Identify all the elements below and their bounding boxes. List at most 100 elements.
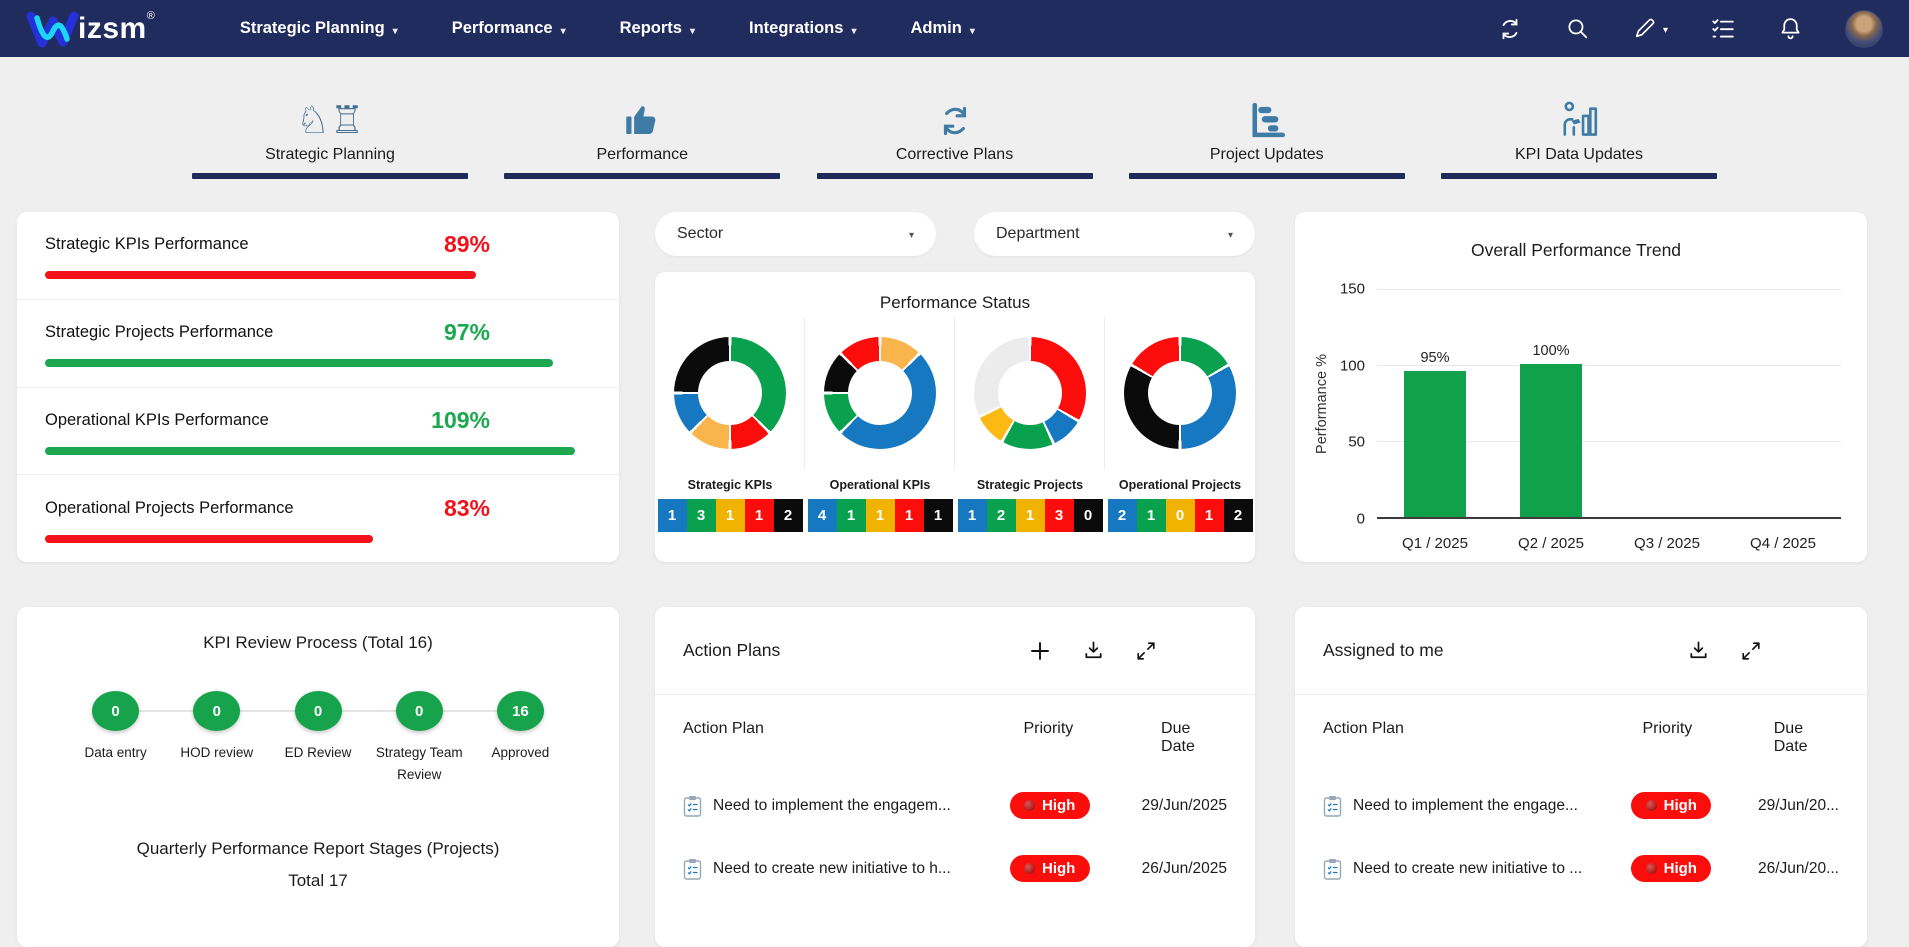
brand-logo[interactable]: izsm ®	[26, 9, 155, 49]
assigned-row[interactable]: Need to create new initiative to ... Hig…	[1323, 855, 1839, 882]
chevron-down-icon	[909, 225, 914, 243]
action-plans-table-header: Action Plan Priority Due Date	[683, 720, 1195, 755]
action-plan-text: Need to create new initiative to ...	[1353, 859, 1583, 877]
expand-icon[interactable]	[1740, 640, 1762, 662]
due-date: 29/Jun/20...	[1757, 796, 1839, 814]
kpi-label: Strategic Projects Performance	[45, 323, 274, 342]
expand-icon[interactable]	[1135, 640, 1157, 662]
tab-performance[interactable]: Performance	[504, 93, 781, 179]
tab-underline	[816, 173, 1093, 179]
checklist-icon[interactable]	[1710, 16, 1736, 42]
status-group-operational-projects: Operational Projects 2 1 0 1 2	[1105, 317, 1255, 532]
performance-status-card: Performance Status Strategic KPIs 1 3 1 …	[655, 272, 1255, 562]
action-plan-row[interactable]: Need to implement the engagem... High 29…	[683, 792, 1227, 819]
overall-performance-trend-card: Overall Performance Trend Performance % …	[1295, 212, 1867, 562]
step-approved: 16 Approved	[470, 691, 571, 787]
status-count-badges: 1 2 1 3 0	[957, 499, 1103, 532]
nav-item-performance[interactable]: Performance	[452, 18, 566, 39]
due-date: 26/Jun/2025	[1141, 859, 1227, 877]
status-count-badges: 1 3 1 1 2	[657, 499, 803, 532]
kpi-review-process-card: KPI Review Process (Total 16) 0 Data ent…	[17, 607, 619, 947]
download-icon[interactable]	[1687, 639, 1710, 662]
chess-pieces-icon: ♘♖	[295, 100, 365, 142]
add-icon[interactable]	[1028, 639, 1052, 663]
kpi-label: Operational Projects Performance	[45, 498, 294, 517]
priority-dot-icon	[1024, 863, 1036, 874]
status-count-badges: 4 1 1 1 1	[807, 499, 953, 532]
action-plans-title: Action Plans	[683, 640, 781, 660]
thumbs-up-icon	[621, 93, 663, 141]
download-icon[interactable]	[1082, 639, 1105, 662]
dashboard-tabs: ♘♖ Strategic Planning Performance Correc…	[0, 93, 1909, 179]
kpi-value: 89%	[443, 231, 490, 258]
kpi-row-strategic-projects: Strategic Projects Performance 97%	[17, 300, 619, 388]
tab-corrective-plans[interactable]: Corrective Plans	[816, 93, 1093, 179]
chevron-down-icon	[1228, 225, 1233, 243]
kpi-progress-bar	[45, 446, 591, 455]
priority-badge: High	[1009, 855, 1090, 882]
sector-dropdown[interactable]: Sector	[655, 212, 936, 256]
nav-item-integrations[interactable]: Integrations	[749, 18, 856, 39]
kpi-value: 97%	[443, 319, 490, 346]
action-plan-row[interactable]: Need to create new initiative to h... Hi…	[683, 855, 1227, 882]
priority-dot-icon	[1645, 800, 1657, 811]
donut-chart-strategic-projects	[973, 337, 1086, 449]
bell-icon[interactable]	[1778, 16, 1803, 41]
chevron-down-icon	[690, 18, 695, 39]
clipboard-icon	[1323, 795, 1342, 817]
chevron-down-icon	[1663, 20, 1668, 38]
chart-y-axis: 150 100 50 0	[1339, 280, 1365, 528]
clipboard-icon	[1323, 858, 1342, 880]
status-group-strategic-kpis: Strategic KPIs 1 3 1 1 2	[655, 317, 805, 532]
action-plans-card: Action Plans Action Plan Priority Due Da…	[655, 607, 1255, 947]
refresh-icon[interactable]	[1497, 16, 1523, 42]
quarterly-report-total: Total 17	[288, 870, 348, 890]
search-icon[interactable]	[1565, 16, 1590, 41]
nav-item-admin[interactable]: Admin	[910, 18, 974, 39]
department-dropdown[interactable]: Department	[974, 212, 1255, 256]
step-data-entry: 0 Data entry	[65, 691, 166, 787]
kpi-row-operational-projects: Operational Projects Performance 83%	[17, 475, 619, 562]
priority-badge: High	[1631, 792, 1712, 819]
brand-logo-icon	[26, 9, 84, 49]
donut-chart-operational-projects	[1124, 337, 1236, 449]
brand-text: izsm	[78, 11, 147, 45]
kpi-summary-card: Strategic KPIs Performance 89% Strategic…	[17, 212, 619, 562]
due-date: 29/Jun/2025	[1141, 796, 1227, 814]
bar-q4-2025	[1725, 289, 1841, 517]
chevron-down-icon	[561, 18, 566, 39]
chevron-down-icon	[851, 18, 856, 39]
action-plan-text: Need to implement the engagem...	[713, 796, 951, 814]
assigned-row[interactable]: Need to implement the engage... High 29/…	[1323, 792, 1839, 819]
cycle-arrows-icon	[935, 93, 975, 141]
step-ed-review: 0 ED Review	[267, 691, 368, 787]
gantt-chart-icon	[1246, 93, 1288, 141]
kpi-label: Strategic KPIs Performance	[45, 235, 249, 254]
chevron-down-icon	[393, 18, 398, 39]
action-plan-text: Need to create new initiative to h...	[713, 859, 951, 877]
kpi-value: 109%	[431, 406, 490, 433]
nav-item-reports[interactable]: Reports	[620, 18, 695, 39]
tab-underline	[504, 173, 781, 179]
user-avatar[interactable]	[1845, 9, 1883, 48]
kpi-review-title: KPI Review Process (Total 16)	[203, 633, 433, 652]
kpi-progress-bar	[45, 534, 591, 543]
clipboard-icon	[683, 795, 702, 817]
nav-item-strategic-planning[interactable]: Strategic Planning	[240, 18, 398, 39]
step-strategy-team-review: 0 Strategy Team Review	[369, 691, 470, 787]
kpi-progress-bar	[45, 271, 591, 280]
assigned-table-header: Action Plan Priority Due Date	[1323, 720, 1808, 755]
tab-underline	[1441, 173, 1717, 179]
priority-badge: High	[1009, 792, 1090, 819]
kpi-value: 83%	[443, 494, 490, 521]
tab-underline	[1128, 173, 1405, 179]
tab-kpi-data-updates[interactable]: KPI Data Updates	[1441, 93, 1717, 179]
assigned-to-me-title: Assigned to me	[1323, 640, 1444, 660]
chevron-down-icon	[970, 18, 975, 39]
tab-project-updates[interactable]: Project Updates	[1128, 93, 1405, 179]
bar-q3-2025	[1609, 289, 1725, 517]
kpi-row-operational-kpis: Operational KPIs Performance 109%	[17, 388, 619, 476]
tab-underline	[192, 173, 468, 179]
tab-strategic-planning[interactable]: ♘♖ Strategic Planning	[192, 93, 468, 179]
edit-icon[interactable]	[1632, 16, 1668, 41]
